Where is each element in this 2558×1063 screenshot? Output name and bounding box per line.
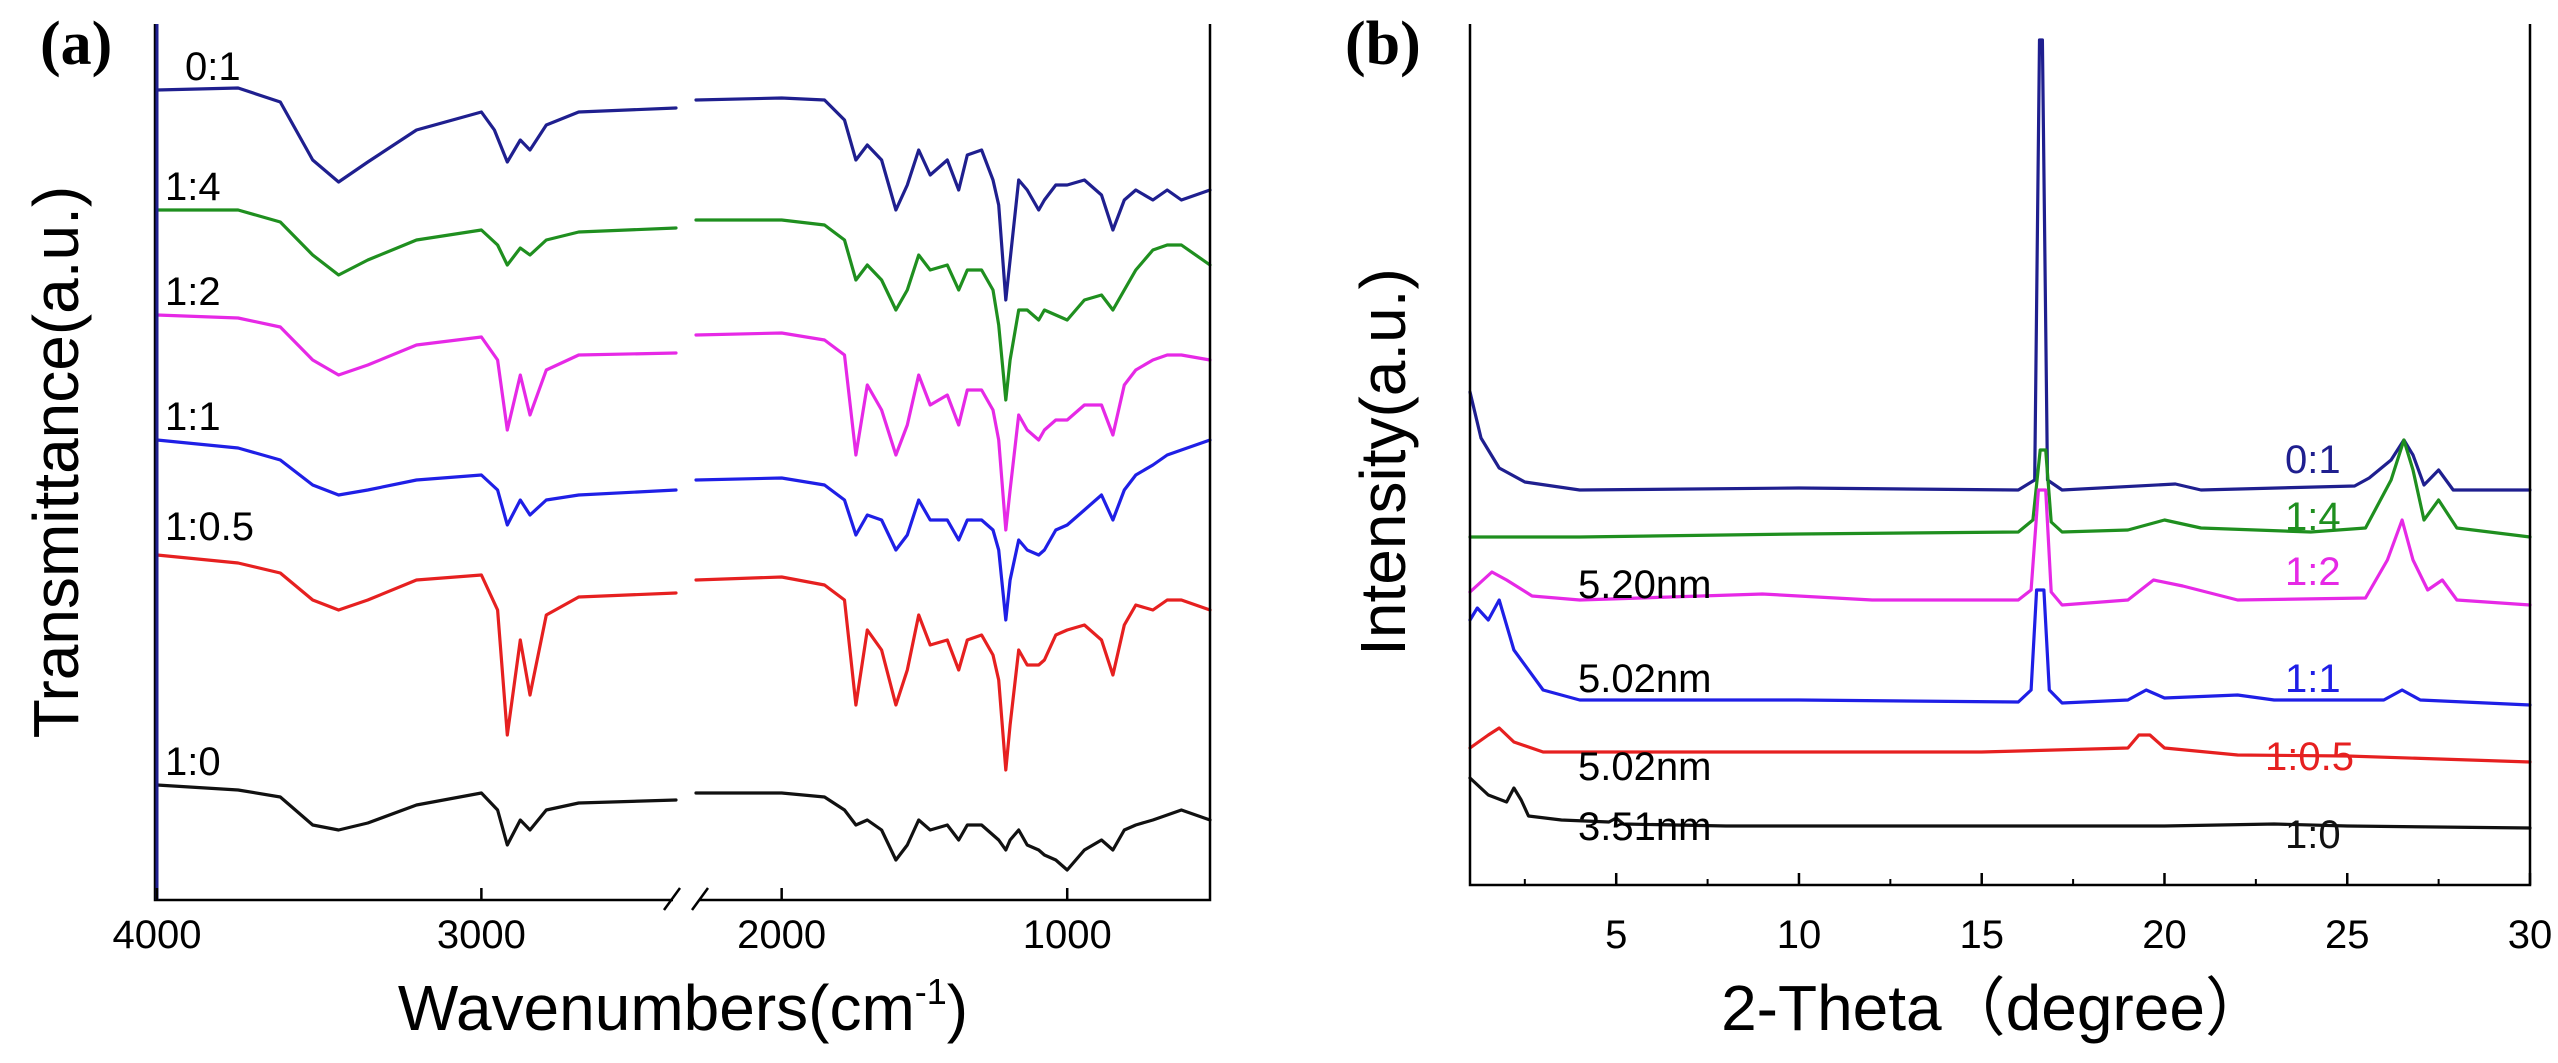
panel-b-series-1-0 bbox=[1468, 776, 2532, 830]
panel-a-series-label: 1:0.5 bbox=[165, 505, 254, 549]
panel-b-frame bbox=[1468, 24, 2532, 887]
panel-b-d-spacing-annotation: 3.51nm bbox=[1578, 805, 1711, 849]
panel-b-series-label: 1:1 bbox=[2285, 657, 2341, 701]
panel-b-x-axis-title: 2-Theta（degree） bbox=[1721, 972, 2269, 1044]
panel-a-x-tick-label: 2000 bbox=[737, 913, 826, 957]
panel-a-ftir: (a) 0:1 1:4 1:2 1:1 1:0.5 1:0 4000 3000 2000 100… bbox=[20, 10, 1212, 1044]
panel-b-d-spacing-annotation: 5.20nm bbox=[1578, 563, 1711, 607]
panel-b-series-label: 1:0 bbox=[2285, 813, 2341, 857]
panel-b-series-1-0-5 bbox=[1468, 726, 2532, 764]
panel-b-series-label: 1:4 bbox=[2285, 495, 2341, 539]
panel-a-series-1-0-5-left bbox=[155, 553, 678, 737]
panel-b-annotations: 5.20nm 5.02nm 5.02nm 3.51nm bbox=[1578, 563, 1711, 849]
panel-a-frame bbox=[153, 24, 1212, 902]
panel-a-series-1-2-left bbox=[155, 313, 678, 432]
panel-b-series-label: 1:2 bbox=[2285, 550, 2341, 594]
panel-a-series-1-4-right bbox=[694, 218, 1212, 402]
panel-a-series-1-0-left bbox=[155, 783, 678, 847]
panel-a-series-1-1-left bbox=[155, 438, 678, 527]
panel-a-series-label: 1:4 bbox=[165, 165, 221, 209]
panel-b-series-labels: 0:1 1:4 1:2 1:1 1:0.5 1:0 bbox=[2265, 438, 2354, 857]
panel-a-axis-break bbox=[662, 887, 710, 912]
panel-a-series-1-1-right bbox=[694, 438, 1212, 622]
panel-b-series-label: 0:1 bbox=[2285, 438, 2341, 482]
panel-b-traces bbox=[1468, 38, 2532, 830]
panel-b-series-label: 1:0.5 bbox=[2265, 735, 2354, 779]
panel-a-series-label: 1:0 bbox=[165, 740, 221, 784]
panel-a-series-1-2-right bbox=[694, 331, 1212, 532]
panel-b-x-tick-label: 10 bbox=[1777, 913, 1822, 957]
panel-b-x-tick-label: 15 bbox=[1959, 913, 2004, 957]
panel-b-series-1-4 bbox=[1468, 438, 2532, 539]
panel-a-series-1-0-5-right bbox=[694, 575, 1212, 772]
panel-a-series-labels: 0:1 1:4 1:2 1:1 1:0.5 1:0 bbox=[165, 45, 254, 784]
panel-b-x-tick-label: 30 bbox=[2508, 913, 2553, 957]
panel-b-series-1-2 bbox=[1468, 488, 2532, 607]
panel-a-series-1-0-right bbox=[694, 791, 1212, 872]
panel-b-xrd: (b) 0:1 1:4 1:2 1:1 1:0.5 1:0 5.20nm 5.02nm 5.0… bbox=[1345, 10, 2552, 1044]
panel-a-series-label: 1:2 bbox=[165, 270, 221, 314]
panel-b-x-tick-label: 20 bbox=[2142, 913, 2187, 957]
panel-b-series-1-1 bbox=[1468, 588, 2532, 707]
panel-a-x-tick-label: 4000 bbox=[113, 913, 202, 957]
panel-b-x-ticks: 5 10 15 20 25 30 bbox=[1523, 873, 2553, 957]
panel-b-y-axis-title: Intensity(a.u.) bbox=[1347, 268, 1419, 656]
panel-a-series-1-4-left bbox=[155, 208, 678, 277]
panel-b-label: (b) bbox=[1345, 10, 1421, 78]
panel-b-d-spacing-annotation: 5.02nm bbox=[1578, 745, 1711, 789]
panel-b-x-tick-label: 25 bbox=[2325, 913, 2370, 957]
panel-a-x-ticks: 4000 3000 2000 1000 bbox=[113, 888, 1112, 957]
panel-a-x-tick-label: 1000 bbox=[1023, 913, 1112, 957]
panel-a-x-tick-label: 3000 bbox=[437, 913, 526, 957]
panel-a-series-label: 0:1 bbox=[185, 45, 241, 89]
panel-b-d-spacing-annotation: 5.02nm bbox=[1578, 657, 1711, 701]
panel-a-series-0-1-left bbox=[155, 86, 678, 184]
panel-a-label: (a) bbox=[40, 10, 112, 78]
panel-b-x-tick-label: 5 bbox=[1605, 913, 1627, 957]
panel-b-series-0-1 bbox=[1468, 38, 2532, 492]
panel-a-series-label: 1:1 bbox=[165, 395, 221, 439]
panel-a-x-axis-title: Wavenumbers(cm-1) bbox=[398, 971, 968, 1044]
axis-break-mark-right bbox=[690, 887, 710, 911]
panel-a-y-axis-title: Transmittance(a.u.) bbox=[20, 186, 92, 738]
axis-break-mark-left bbox=[662, 887, 682, 911]
panel-a-series-0-1-right bbox=[694, 96, 1212, 302]
panel-a-traces bbox=[155, 86, 1212, 872]
